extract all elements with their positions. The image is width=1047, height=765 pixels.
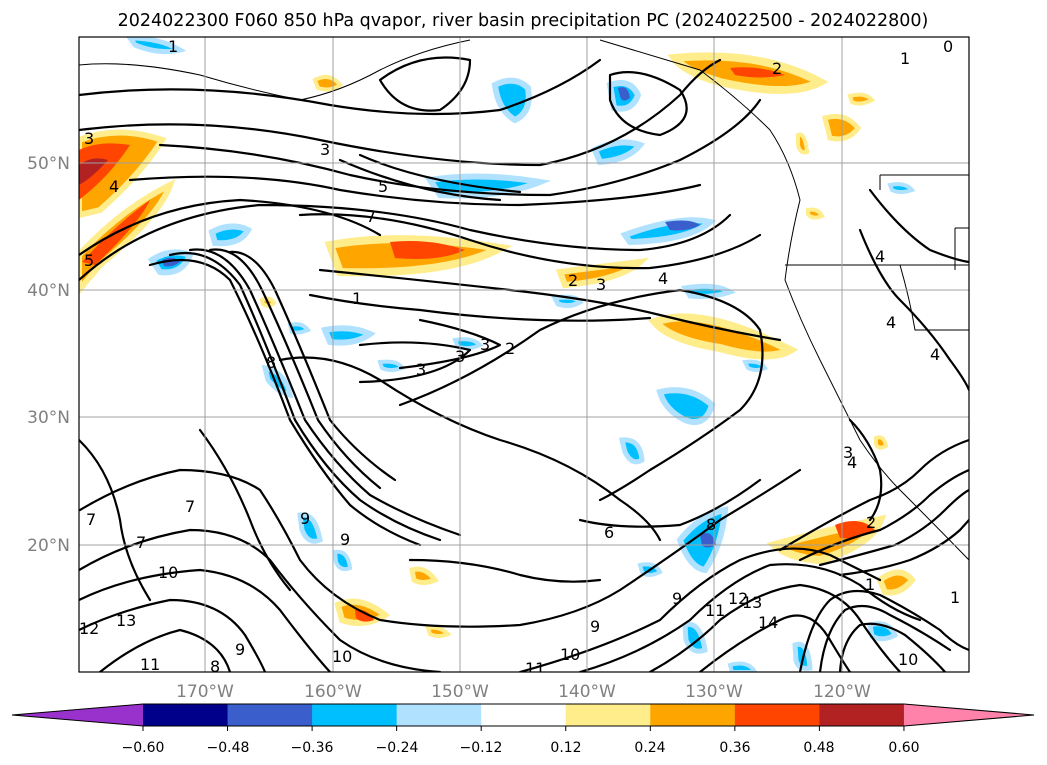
colorbar-tick-label: −0.60	[122, 740, 165, 756]
latitude-labels: 50°N 40°N 30°N 20°N	[27, 154, 70, 556]
colorbar-segment	[143, 704, 229, 726]
contour-label: 9	[590, 617, 600, 636]
contour-label: 9	[340, 530, 350, 549]
colorbar-segments	[11, 703, 1035, 731]
contour-label: 10	[158, 563, 178, 582]
contour-label: 5	[378, 177, 388, 196]
colorbar-segment	[734, 704, 820, 726]
lon-label: 150°W	[431, 682, 489, 702]
contour-label: 4	[886, 313, 896, 332]
map-title: 2024022300 F060 850 hPa qvapor, river ba…	[118, 11, 929, 31]
contour-label: 11	[525, 659, 545, 678]
contour-label: 13	[742, 593, 762, 612]
colorbar-tick-label: −0.24	[376, 740, 419, 756]
contour-label: 10	[560, 645, 580, 664]
contour-label: 1	[168, 37, 178, 56]
lon-label: 130°W	[685, 682, 743, 702]
contour-label: 12	[79, 619, 99, 638]
colorbar-tick-label: −0.12	[460, 740, 503, 756]
lon-label: 120°W	[813, 682, 871, 702]
colorbar-extend-low	[12, 704, 143, 726]
contour-label: 10	[898, 650, 918, 669]
contour-label: 3	[455, 347, 465, 366]
contour-label: 2	[866, 513, 876, 532]
contour-label: 9	[235, 640, 245, 659]
contour-label: 1	[865, 575, 875, 594]
contour-label: 1	[352, 289, 362, 308]
contour-label: 6	[604, 523, 614, 542]
contour-label: 8	[706, 515, 716, 534]
contour-label: 3	[596, 275, 606, 294]
contour-label: 3	[480, 335, 490, 354]
contour-label: 11	[705, 601, 725, 620]
contour-label: 3	[416, 360, 426, 379]
map-frame	[78, 36, 970, 673]
contour-label: 11	[140, 655, 160, 674]
colorbar-segment	[650, 704, 736, 726]
contour-label: 4	[875, 247, 885, 266]
pc-shading	[79, 37, 916, 672]
contour-label: 7	[366, 207, 376, 226]
colorbar-tick-labels: −0.60 −0.48 −0.36 −0.24 −0.12 0.12 0.24 …	[122, 740, 920, 756]
contour-label: 8	[266, 353, 276, 372]
lat-label: 40°N	[27, 281, 70, 301]
colorbar-segment	[312, 704, 398, 726]
contour-label: 9	[672, 589, 682, 608]
colorbar-tick-label: −0.48	[207, 740, 250, 756]
contour-label: 4	[930, 345, 940, 364]
contour-label: 13	[116, 611, 136, 630]
contour-label: 10	[332, 647, 352, 666]
colorbar-segment	[396, 704, 482, 726]
colorbar-segment	[227, 704, 313, 726]
contour-label: 2	[772, 59, 782, 78]
contour-labels: 1 0 2 1 3 5 7 3 4 5 1 2 3 4 3 3 3 2 4 4	[79, 37, 960, 678]
colorbar-tick-label: 0.12	[550, 740, 581, 756]
contour-label: 2	[505, 339, 515, 358]
contour-label: 2	[568, 271, 578, 290]
lon-label: 140°W	[558, 682, 616, 702]
colorbar-segment	[565, 704, 651, 726]
graticule	[79, 37, 969, 672]
contour-label: 5	[84, 251, 94, 270]
contour-label: 3	[320, 140, 330, 159]
colorbar-tick-label: 0.36	[719, 740, 750, 756]
colorbar-extend-high	[903, 704, 1034, 726]
contour-label: 14	[758, 613, 778, 632]
contour-label: 1	[950, 588, 960, 607]
colorbar-segment	[819, 704, 905, 726]
contour-label: 3	[843, 443, 853, 462]
contour-label: 4	[658, 269, 668, 288]
contour-label: 1	[900, 49, 910, 68]
colorbar-tick-label: 0.48	[803, 740, 834, 756]
contour-label: 7	[185, 497, 195, 516]
contour-label: 7	[86, 510, 96, 529]
contour-label: 4	[847, 453, 857, 472]
lat-label: 20°N	[27, 536, 70, 556]
contour-label: 12	[728, 589, 748, 608]
qvapor-contours	[79, 56, 969, 672]
contour-label: 8	[210, 657, 220, 676]
longitude-labels: 170°W 160°W 150°W 140°W 130°W 120°W	[176, 682, 871, 702]
lat-label: 30°N	[27, 408, 70, 428]
colorbar: −0.60 −0.48 −0.36 −0.24 −0.12 0.12 0.24 …	[11, 703, 1035, 756]
map-panel: 1 0 2 1 3 5 7 3 4 5 1 2 3 4 3 3 3 2 4 4	[78, 36, 970, 678]
contour-label: 0	[943, 37, 953, 56]
contour-label: 9	[300, 509, 310, 528]
contour-label: 7	[136, 533, 146, 552]
lon-label: 170°W	[176, 682, 234, 702]
lat-label: 50°N	[27, 154, 70, 174]
colorbar-tick-label: 0.24	[634, 740, 665, 756]
lon-label: 160°W	[304, 682, 362, 702]
colorbar-tick-label: −0.36	[291, 740, 334, 756]
contour-label: 4	[109, 177, 119, 196]
contour-label: 3	[84, 129, 94, 148]
colorbar-segment	[481, 704, 567, 726]
colorbar-tick-label: 0.60	[888, 740, 919, 756]
